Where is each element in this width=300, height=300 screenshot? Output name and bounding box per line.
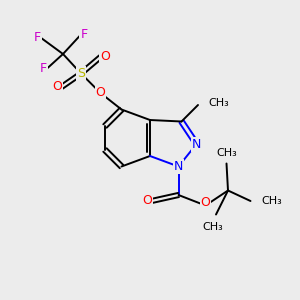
Text: O: O [96,86,105,100]
Text: S: S [77,67,85,80]
Text: O: O [201,196,210,209]
Text: CH₃: CH₃ [216,148,237,158]
Text: F: F [34,31,41,44]
Text: F: F [80,28,88,41]
Text: O: O [52,80,62,94]
Text: CH₃: CH₃ [202,222,224,232]
Text: CH₃: CH₃ [261,196,282,206]
Text: N: N [174,160,183,173]
Text: CH₃: CH₃ [208,98,229,109]
Text: O: O [100,50,110,64]
Text: N: N [192,137,201,151]
Text: F: F [40,62,47,76]
Text: O: O [142,194,152,208]
